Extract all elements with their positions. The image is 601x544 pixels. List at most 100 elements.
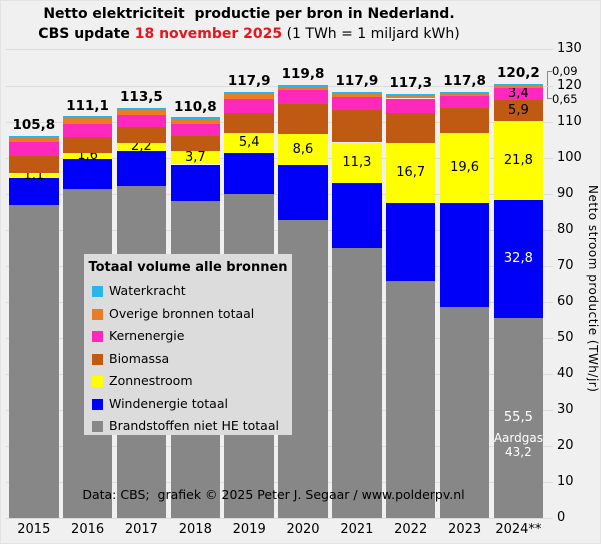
segment-zonnestroom-2021 xyxy=(332,142,382,184)
segment-value-label: 8,6 xyxy=(292,141,314,157)
legend-item-waterkracht: Waterkracht xyxy=(92,280,288,302)
segment-zonnestroom-2018 xyxy=(170,151,221,165)
chart-title: Netto elektriciteit productie per bron i… xyxy=(43,6,455,22)
bar-total-label: 120,2 xyxy=(497,65,540,81)
y-tick-label: 90 xyxy=(557,185,574,201)
legend-item-label: Overige bronnen totaal xyxy=(109,305,255,321)
bar-total-label: 113,5 xyxy=(120,88,163,105)
segment-brandstoffen-niet-he-totaal-2024** xyxy=(493,318,544,519)
legend-item-label: Biomassa xyxy=(109,350,170,366)
y-tick-label: 60 xyxy=(557,293,574,309)
segment-biomassa-2024** xyxy=(493,99,544,122)
legend-item-kernenergie: Kernenergie xyxy=(92,325,288,347)
segment-brandstoffen-niet-he-totaal-2015 xyxy=(9,204,59,519)
chart-subtitle: CBS update 18 november 2025 (1 TWh = 1 m… xyxy=(1,26,497,42)
legend: Totaal volume alle bronnen Waterkracht O… xyxy=(84,254,292,435)
zonnestroom-swatch-icon xyxy=(92,376,103,387)
bar-total-label: 119,8 xyxy=(281,66,325,83)
subtitle-unit-note: (1 TWh = 1 miljard kWh) xyxy=(282,26,460,42)
bar-total-label: 105,8 xyxy=(12,116,56,133)
segment-overige-bronnen-totaal-2016 xyxy=(62,117,113,124)
segment-biomassa-2019 xyxy=(224,112,274,134)
segment-zonnestroom-2023 xyxy=(439,132,490,204)
segment-kernenergie-2015 xyxy=(9,142,59,157)
segment-value-label: 32,8 xyxy=(503,251,533,266)
segment-biomassa-2017 xyxy=(116,127,167,144)
legend-item-label: Brandstoffen niet HE totaal xyxy=(109,418,279,433)
segment-biomassa-2016 xyxy=(62,137,113,154)
segment-overige-bronnen-totaal-2022 xyxy=(385,95,436,99)
callout-line xyxy=(547,87,548,99)
biomassa-swatch-icon xyxy=(92,353,103,365)
segment-zonnestroom-2015 xyxy=(9,173,59,178)
segment-value-label: 55,5 xyxy=(503,410,533,426)
windenergie-swatch-icon xyxy=(92,398,103,410)
segment-windenergie-totaal-2015 xyxy=(9,177,59,205)
callout-line xyxy=(547,98,552,99)
x-tick-label: 2024** xyxy=(495,522,542,537)
subtitle-prefix: CBS update xyxy=(38,26,135,42)
segment-overige-bronnen-totaal-2024** xyxy=(493,85,544,88)
bar-total-label: 117,9 xyxy=(227,73,271,90)
legend-item-overige: Overige bronnen totaal xyxy=(92,303,288,325)
subtitle-update-date: 18 november 2025 xyxy=(134,26,283,42)
segment-overige-bronnen-totaal-2023 xyxy=(439,93,490,97)
segment-zonnestroom-2017 xyxy=(116,143,167,152)
segment-overige-bronnen-totaal-2018 xyxy=(170,119,221,124)
legend-item-brandstoffen: Brandstoffen niet HE totaal xyxy=(92,415,288,437)
y-axis-title: Netto stroom productie (TWh/jr) xyxy=(586,185,600,393)
y-tick-label: 80 xyxy=(557,221,574,237)
overige-swatch-icon xyxy=(92,308,103,320)
y-tick-label: 10 xyxy=(557,474,574,490)
segment-waterkracht-2024** xyxy=(493,83,544,86)
segment-kernenergie-2021 xyxy=(332,96,382,110)
x-tick-label: 2022 xyxy=(394,522,428,537)
segment-windenergie-totaal-2022 xyxy=(385,203,436,281)
segment-kernenergie-2017 xyxy=(116,114,167,128)
x-tick-label: 2017 xyxy=(124,522,158,537)
segment-kernenergie-2016 xyxy=(62,123,113,138)
segment-kernenergie-2018 xyxy=(170,123,221,136)
bar-total-label: 117,3 xyxy=(389,75,433,92)
segment-overige-bronnen-totaal-2017 xyxy=(116,109,167,115)
gridline-0 xyxy=(6,518,553,520)
y-tick-label: 50 xyxy=(557,330,574,345)
segment-value-label: 3,4 xyxy=(508,85,529,101)
segment-waterkracht-2020 xyxy=(278,85,328,87)
kernenergie-swatch-icon xyxy=(92,331,103,342)
segment-overige-bronnen-totaal-2020 xyxy=(278,86,328,91)
x-tick-label: 2020 xyxy=(286,522,320,537)
legend-item-windenergie: Windenergie totaal xyxy=(92,393,288,415)
segment-zonnestroom-2020 xyxy=(278,134,328,166)
segment-kernenergie-2022 xyxy=(385,98,436,114)
y-tick-label: 120 xyxy=(557,77,582,93)
y-tick-label: 70 xyxy=(557,257,574,273)
segment-waterkracht-2021 xyxy=(332,91,382,94)
segment-zonnestroom-2022 xyxy=(385,142,436,203)
segment-waterkracht-2022 xyxy=(385,94,436,96)
legend-item-label: Windenergie totaal xyxy=(109,395,228,411)
x-tick-label: 2015 xyxy=(17,522,51,537)
x-tick-label: 2021 xyxy=(340,522,374,537)
segment-value-label: 16,7 xyxy=(396,165,426,180)
segment-value-label: 19,6 xyxy=(450,160,480,176)
segment-windenergie-totaal-2018 xyxy=(170,164,221,201)
segment-windenergie-totaal-2016 xyxy=(62,159,113,189)
segment-biomassa-2021 xyxy=(332,109,382,143)
segment-overige-bronnen-totaal-2019 xyxy=(224,93,274,99)
aardgas-note-line: Aardgas xyxy=(493,431,543,446)
segment-zonnestroom-2019 xyxy=(224,133,274,153)
waterkracht-swatch-icon xyxy=(92,286,103,297)
data-source-credit: Data: CBS; grafiek © 2025 Peter J. Segaa… xyxy=(82,487,465,502)
bar-total-label: 110,8 xyxy=(173,98,217,115)
y-tick-label: 40 xyxy=(557,366,574,382)
segment-value-label: 3,7 xyxy=(184,149,206,165)
segment-kernenergie-2019 xyxy=(224,98,274,113)
y-tick-label: 20 xyxy=(557,438,574,454)
segment-value-label: 21,8 xyxy=(503,152,533,168)
brandstoffen-swatch-icon xyxy=(92,421,103,432)
segment-kernenergie-2023 xyxy=(439,96,490,109)
gridline-130 xyxy=(6,49,553,51)
legend-item-zonnestroom: Zonnestroom xyxy=(92,370,288,392)
legend-item-biomassa: Biomassa xyxy=(92,348,288,370)
